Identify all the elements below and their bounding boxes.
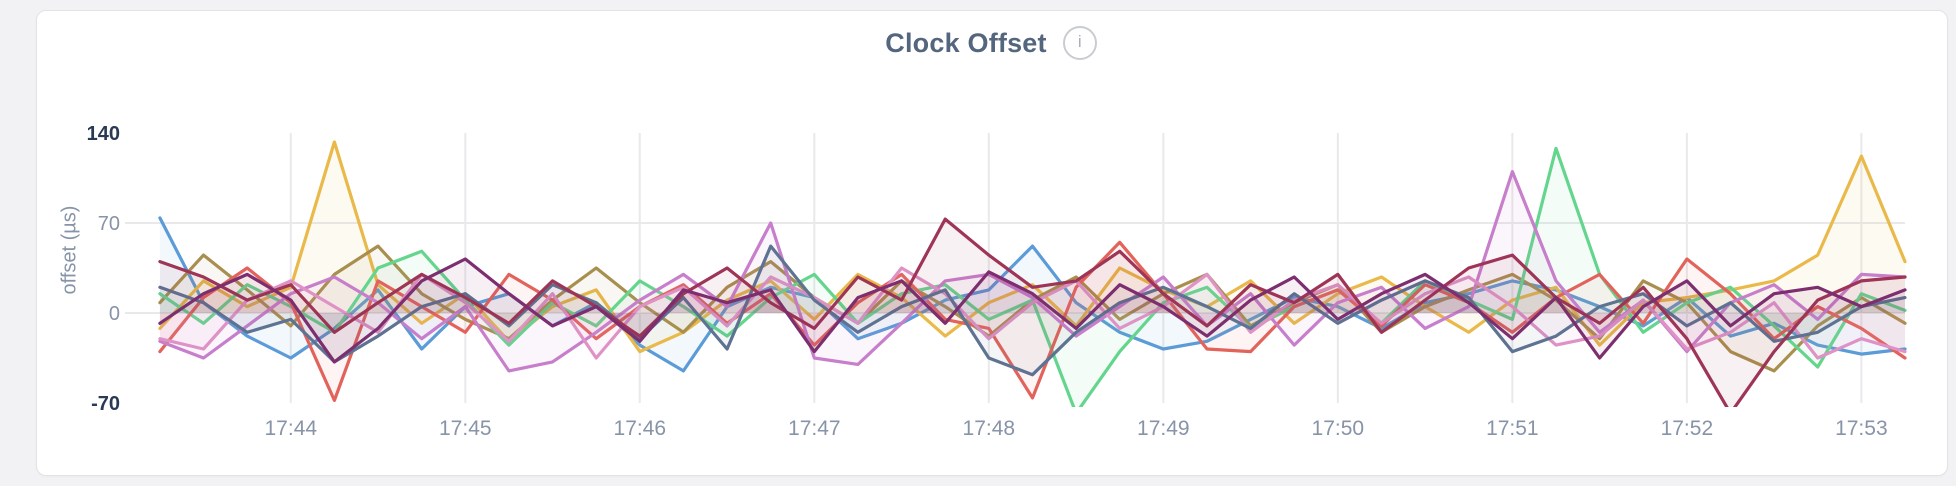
chart-card xyxy=(36,10,1948,476)
y-tick-label: -70 xyxy=(91,393,120,415)
series-salmon-fill xyxy=(159,242,1905,401)
x-tick-label: 17:46 xyxy=(614,417,667,440)
x-tick-label: 17:53 xyxy=(1835,417,1888,440)
y-tick-label: 70 xyxy=(98,213,120,235)
x-tick-label: 17:52 xyxy=(1661,417,1714,440)
x-tick-label: 17:51 xyxy=(1486,417,1539,440)
info-icon[interactable]: i xyxy=(1062,26,1097,60)
series-purple-line xyxy=(158,257,1907,364)
chart-title: Clock Offset xyxy=(885,27,1047,58)
x-tick-label: 17:47 xyxy=(788,417,841,440)
series-amber-line xyxy=(158,140,1907,354)
chart-plot-area[interactable] xyxy=(125,95,1905,403)
chart-header: Clock Offset i xyxy=(36,26,1946,60)
x-tick-label: 17:49 xyxy=(1137,417,1190,440)
x-tick-label: 17:50 xyxy=(1312,417,1365,440)
series-slate-line xyxy=(158,244,1907,377)
series-salmon-line xyxy=(158,240,1907,402)
y-tick-label: 0 xyxy=(109,303,120,325)
x-tick-label: 17:45 xyxy=(439,417,492,440)
x-tick-label: 17:44 xyxy=(265,417,318,440)
series-wine-fill xyxy=(159,219,1905,407)
y-tick-label: 140 xyxy=(87,123,120,145)
series-green-line xyxy=(158,146,1907,407)
series-violet-line xyxy=(158,170,1907,373)
series-violet-fill xyxy=(159,171,1905,371)
series-group xyxy=(158,140,1907,407)
series-pink-line xyxy=(158,266,1907,360)
series-wine-line xyxy=(158,217,1907,407)
x-tick-label: 17:48 xyxy=(963,417,1016,440)
series-amber-fill xyxy=(159,142,1905,352)
series-pink-fill xyxy=(159,268,1905,358)
series-olive-fill xyxy=(159,246,1905,371)
series-purple-fill xyxy=(159,259,1905,362)
y-axis-title: offset (µs) xyxy=(58,205,81,295)
